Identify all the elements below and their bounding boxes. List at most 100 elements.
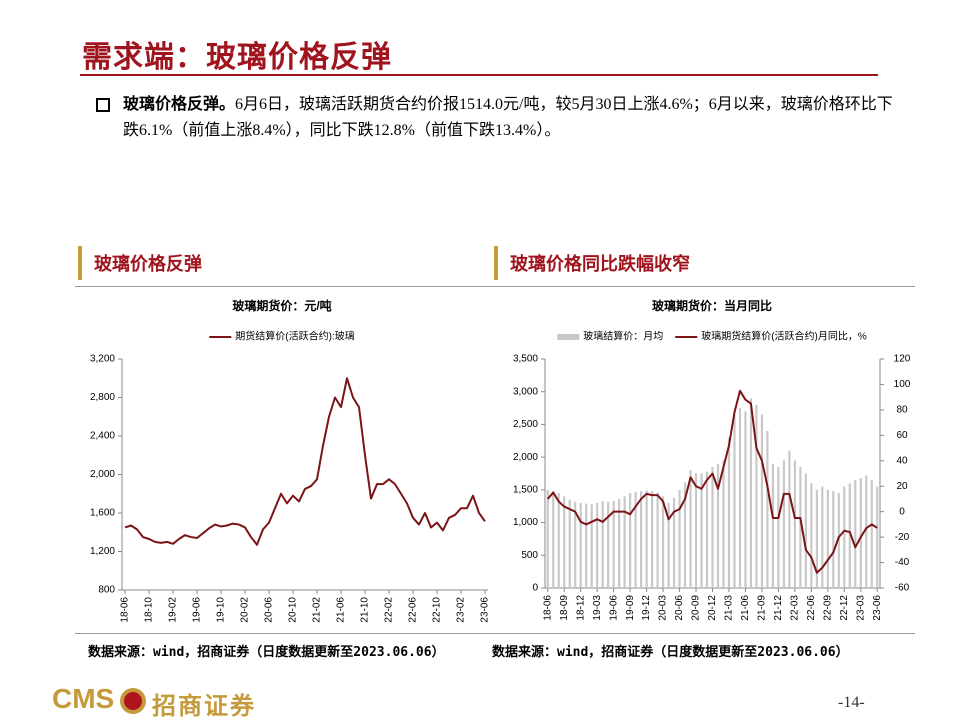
bar	[568, 499, 571, 588]
y-tick-label: 2,000	[513, 452, 538, 463]
line	[124, 377, 486, 546]
chart-title: 玻璃期货价：元/吨	[232, 298, 331, 313]
bar	[854, 480, 857, 588]
x-tick-label: 19-06	[608, 595, 619, 621]
bar	[744, 411, 747, 588]
y-tick-label: 1,500	[513, 484, 538, 495]
x-tick-label: 20-06	[264, 597, 275, 623]
y-tick-label: 2,000	[90, 469, 115, 480]
bar	[700, 473, 703, 588]
bar	[716, 463, 720, 588]
y-tick-label: 1,200	[90, 546, 115, 557]
bar	[749, 398, 753, 588]
bar	[678, 489, 681, 588]
y2-tick-label: 40	[896, 455, 908, 466]
section-title: 玻璃价格反弹	[94, 254, 202, 274]
bar	[546, 489, 549, 588]
y2-tick-label: -40	[895, 557, 910, 568]
bar	[612, 500, 615, 588]
bar	[711, 466, 714, 588]
bar	[552, 491, 555, 588]
bar	[837, 493, 840, 588]
x-tick-label: 23-02	[456, 597, 467, 623]
x-tick-label: 22-03	[790, 595, 801, 621]
x-tick-label: 18-09	[559, 595, 570, 621]
x-tick-label: 22-02	[384, 597, 395, 623]
bar	[826, 489, 829, 588]
source-rule	[75, 633, 915, 634]
x-tick-label: 21-10	[360, 597, 371, 623]
x-tick-label: 19-06	[192, 597, 203, 623]
bar	[640, 491, 643, 588]
bar	[848, 483, 851, 588]
bar	[607, 501, 610, 588]
x-tick-label: 22-06	[408, 597, 419, 623]
bar	[782, 460, 785, 588]
y2-tick-label: 120	[894, 354, 911, 365]
section-title: 玻璃价格同比跌幅收窄	[510, 254, 690, 274]
x-tick-label: 19-10	[216, 597, 227, 623]
bar	[705, 471, 709, 588]
legend-swatch	[557, 334, 580, 340]
section-rule	[75, 286, 915, 287]
x-tick-label: 22-12	[839, 595, 850, 621]
source: 数据来源：wind，招商证券（日度数据更新至2023.06.06）	[88, 645, 445, 660]
bar	[683, 482, 687, 588]
x-tick-label: 20-09	[691, 595, 702, 621]
y-tick-label: 1,000	[513, 517, 538, 528]
y2-tick-label: 20	[896, 481, 908, 492]
bar	[629, 493, 632, 588]
bullet-lead: 玻璃价格反弹。	[123, 96, 236, 113]
logo-text: CMS	[52, 683, 115, 714]
section-bar	[78, 246, 82, 280]
y-tick-label: 500	[521, 550, 538, 561]
bullet-body: 玻璃价格反弹。6月6日，玻璃活跃期货合约价报1514.0元/吨，较5月30日上涨…	[123, 92, 896, 144]
bar	[843, 486, 846, 588]
bar	[596, 502, 599, 588]
section-bar	[494, 246, 498, 280]
y2-tick-label: -20	[895, 532, 910, 543]
bar	[689, 470, 692, 588]
x-tick-label: 23-06	[872, 595, 883, 621]
x-tick-label: 21-12	[773, 595, 784, 621]
bar	[738, 408, 742, 588]
logo-core	[124, 692, 142, 710]
bar	[694, 473, 698, 588]
bar	[590, 504, 593, 588]
x-tick-label: 23-03	[855, 595, 866, 621]
x-tick-label: 18-12	[575, 595, 586, 621]
bar	[788, 450, 791, 588]
x-tick-label: 21-03	[724, 595, 735, 621]
y2-tick-label: 0	[899, 506, 905, 517]
bar	[832, 491, 835, 588]
bar	[771, 463, 775, 588]
bar	[821, 486, 824, 588]
x-tick-label: 18-06	[120, 597, 131, 623]
x-tick-label: 20-12	[707, 595, 718, 621]
y2-tick-label: 80	[896, 405, 908, 416]
bar	[601, 500, 604, 588]
page-number: -14-	[838, 694, 865, 711]
y-tick-label: 3,000	[513, 386, 538, 397]
bar	[656, 492, 659, 588]
bar	[876, 486, 879, 588]
y-tick-label: 2,800	[90, 392, 115, 403]
x-tick-label: 22-06	[806, 595, 817, 621]
bar	[618, 499, 621, 588]
bar	[777, 466, 780, 588]
bar	[733, 414, 736, 588]
y-tick-label: 1,600	[90, 508, 115, 519]
bar	[661, 496, 665, 588]
bar	[870, 480, 873, 588]
x-tick-label: 19-03	[592, 595, 603, 621]
x-tick-label: 21-06	[336, 597, 347, 623]
x-tick-label: 20-02	[240, 597, 251, 623]
x-tick-label: 20-03	[658, 595, 669, 621]
bar	[667, 502, 670, 588]
bar	[585, 503, 588, 588]
bar	[810, 483, 813, 588]
source: 数据来源：wind，招商证券（日度数据更新至2023.06.06）	[492, 645, 849, 660]
slide-title: 需求端：玻璃价格反弹	[82, 41, 392, 74]
bullet-text: 6月6日，玻璃活跃期货合约价报1514.0元/吨，较5月30日上涨4.6%；6月…	[123, 96, 893, 139]
bar	[574, 501, 577, 588]
